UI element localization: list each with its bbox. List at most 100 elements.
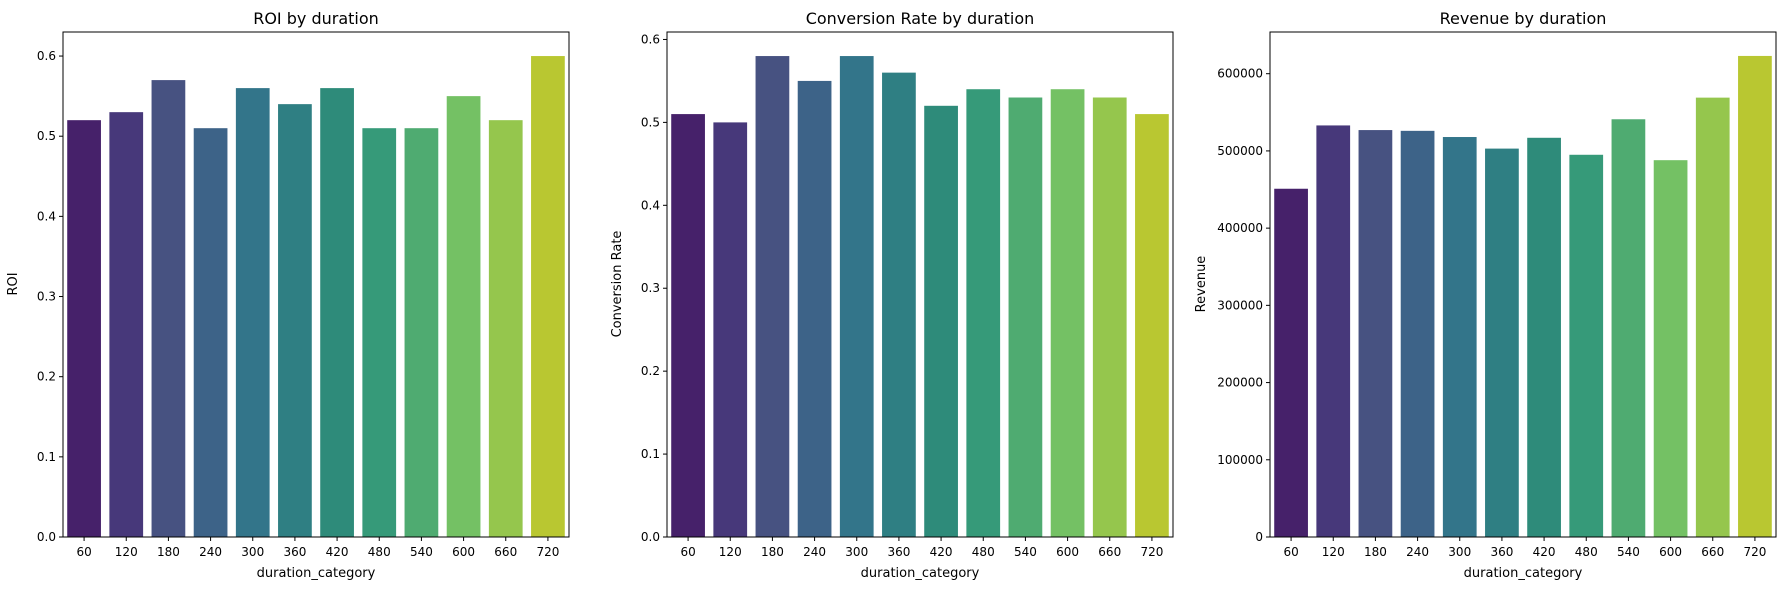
y-tick-label: 0.3: [641, 281, 660, 295]
plot-frame: [62, 31, 570, 538]
x-tick-label: 120: [1322, 545, 1345, 559]
chart-title: Conversion Rate by duration: [806, 9, 1035, 28]
x-axis-label: duration_category: [1464, 566, 1583, 581]
bar-540: [404, 128, 439, 537]
bar-600: [1050, 89, 1085, 537]
y-tick-label: 0.0: [641, 530, 660, 544]
y-axis-label: Conversion Rate: [610, 231, 625, 338]
conversion-rate-chart-panel: Conversion Rate by duration 0.0 0.1 0.2 0.3…: [610, 9, 1174, 581]
x-tick-label: 480: [1575, 545, 1598, 559]
x-tick-label: 540: [1014, 545, 1037, 559]
bar-420: [1527, 137, 1561, 537]
bar-240: [797, 80, 832, 538]
y-tick-label: 400000: [1217, 221, 1263, 235]
x-tick-label: 600: [452, 545, 475, 559]
bar-60: [1274, 188, 1308, 537]
y-tick-label: 0.4: [641, 198, 660, 212]
bar-660: [1092, 97, 1127, 537]
y-axis-label: Revenue: [1194, 256, 1209, 313]
bar-480: [966, 89, 1001, 537]
plot-frame: [666, 31, 1174, 538]
bar-group: [671, 56, 1169, 538]
x-tick-label: 480: [368, 545, 391, 559]
bar-300: [1442, 137, 1477, 537]
y-tick-label: 0.5: [641, 115, 660, 129]
bar-60: [67, 120, 101, 538]
bar-180: [1358, 130, 1393, 537]
x-tick-label: 300: [241, 545, 264, 559]
x-tick-label: 360: [1490, 545, 1513, 559]
x-tick-label: 540: [1617, 545, 1640, 559]
x-tick-label: 660: [1701, 545, 1724, 559]
bar-420: [924, 105, 958, 538]
bar-540: [1008, 97, 1043, 537]
bar-240: [193, 128, 228, 537]
y-tick-label: 0.2: [37, 370, 56, 384]
bar-480: [362, 128, 397, 537]
x-axis-ticks: 60 120 180 240 300 360 420 480 540 600 660 720: [1283, 537, 1766, 559]
y-tick-label: 0.1: [641, 447, 660, 461]
bar-360: [1485, 148, 1519, 537]
y-tick-label: 300000: [1217, 298, 1263, 312]
x-tick-label: 420: [326, 545, 349, 559]
y-tick-label: 500000: [1217, 144, 1263, 158]
bar-180: [755, 56, 790, 538]
bar-720: [531, 56, 565, 538]
bar-480: [1569, 154, 1604, 537]
bar-60: [671, 114, 705, 537]
bar-720: [1135, 114, 1169, 537]
x-tick-label: 240: [199, 545, 222, 559]
plot-frame: [1269, 31, 1777, 538]
x-tick-label: 480: [972, 545, 995, 559]
y-axis-ticks: 0.0 0.1 0.2 0.3 0.4 0.5 0.6: [37, 49, 63, 544]
x-tick-label: 420: [1533, 545, 1556, 559]
chart-title: ROI by duration: [253, 9, 379, 28]
x-tick-label: 120: [115, 545, 138, 559]
y-tick-label: 0.6: [37, 49, 56, 63]
x-tick-label: 180: [1364, 545, 1387, 559]
y-axis-ticks: 0 100000 200000 300000 400000 500000 600000: [1217, 67, 1270, 544]
x-tick-label: 600: [1056, 545, 1079, 559]
bar-240: [1400, 130, 1435, 537]
y-tick-label: 0.5: [37, 129, 56, 143]
x-tick-label: 660: [494, 545, 517, 559]
x-tick-label: 360: [283, 545, 306, 559]
bar-420: [320, 88, 354, 538]
bar-300: [839, 56, 874, 538]
x-tick-label: 180: [761, 545, 784, 559]
bar-360: [278, 104, 312, 537]
x-tick-label: 660: [1098, 545, 1121, 559]
x-tick-label: 120: [719, 545, 742, 559]
bar-120: [1316, 125, 1351, 538]
x-tick-label: 360: [887, 545, 910, 559]
bar-360: [882, 72, 916, 537]
x-axis-ticks: 60 120 180 240 300 360 420 480 540 600 660 720: [680, 537, 1163, 559]
y-axis-label: ROI: [6, 272, 21, 295]
x-tick-label: 600: [1659, 545, 1682, 559]
x-tick-label: 240: [1406, 545, 1429, 559]
x-axis-ticks: 60 120 180 240 300 360 420 480 540 600 660 720: [76, 537, 559, 559]
x-tick-label: 180: [157, 545, 180, 559]
x-tick-label: 720: [536, 545, 559, 559]
x-tick-label: 60: [1283, 545, 1298, 559]
bar-540: [1611, 119, 1646, 537]
bar-group: [1274, 55, 1772, 538]
x-tick-label: 240: [803, 545, 826, 559]
bar-660: [1695, 97, 1730, 537]
y-axis-ticks: 0.0 0.1 0.2 0.3 0.4 0.5 0.6: [641, 32, 667, 544]
y-tick-label: 0.6: [641, 32, 660, 46]
y-tick-label: 0.3: [37, 290, 56, 304]
x-axis-label: duration_category: [861, 566, 980, 581]
y-tick-label: 0.2: [641, 364, 660, 378]
y-tick-label: 0.1: [37, 450, 56, 464]
bar-group: [67, 56, 565, 538]
y-tick-label: 0.4: [37, 209, 56, 223]
x-tick-label: 540: [410, 545, 433, 559]
bar-600: [446, 96, 481, 537]
x-tick-label: 300: [845, 545, 868, 559]
y-tick-label: 0: [1255, 530, 1263, 544]
revenue-chart-panel: Revenue by duration 0 100000 200000 300000 4…: [1194, 9, 1777, 581]
y-tick-label: 600000: [1217, 67, 1263, 81]
x-tick-label: 300: [1448, 545, 1471, 559]
